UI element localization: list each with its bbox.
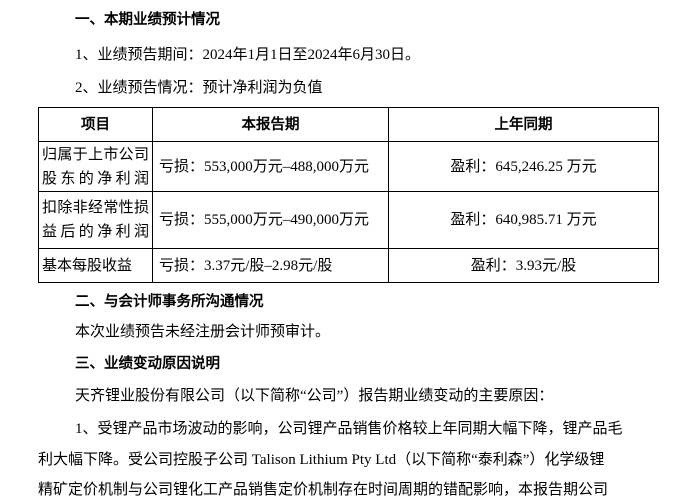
table-row: 基本每股收益 亏损：3.37元/股–2.98元/股 盈利：3.93元/股 <box>38 248 659 283</box>
section1-heading: 一、本期业绩预计情况 <box>75 12 220 28</box>
row-current: 亏损：3.37元/股–2.98元/股 <box>152 248 389 283</box>
forecast-table: 项目 本报告期 上年同期 归属于上市公司股东的净利润 亏损：553,000万元–… <box>38 107 659 283</box>
header-item: 项目 <box>38 107 153 142</box>
forecast-period: 1、业绩预告期间：2024年1月1日至2024年6月30日。 <box>75 47 421 63</box>
header-current: 本报告期 <box>152 107 389 142</box>
section3-line: 精矿定价机制与公司锂化工产品销售定价机制存在时间周期的错配影响，本报告期公司 <box>38 482 609 498</box>
row-item: 扣除非经常性损益后的净利润 <box>38 191 153 249</box>
row-item: 基本每股收益 <box>38 248 153 283</box>
section3-line: 1、受锂产品市场波动的影响，公司锂产品销售价格较上年同期大幅下降，锂产品毛 <box>75 421 623 437</box>
row-current: 亏损：555,000万元–490,000万元 <box>152 191 389 249</box>
section3-intro: 天齐锂业股份有限公司（以下简称“公司”）报告期业绩变动的主要原因： <box>75 388 554 404</box>
header-prior: 上年同期 <box>388 107 659 142</box>
row-prior: 盈利：645,246.25 万元 <box>388 141 659 192</box>
section2-heading: 二、与会计师事务所沟通情况 <box>75 294 264 310</box>
row-prior: 盈利：3.93元/股 <box>388 248 659 283</box>
section3-heading: 三、业绩变动原因说明 <box>75 356 220 372</box>
row-item: 归属于上市公司股东的净利润 <box>38 141 153 192</box>
table-header-row: 项目 本报告期 上年同期 <box>38 107 659 142</box>
section2-text: 本次业绩预告未经注册会计师预审计。 <box>75 324 331 340</box>
table-row: 归属于上市公司股东的净利润 亏损：553,000万元–488,000万元 盈利：… <box>38 141 659 192</box>
row-prior: 盈利：640,985.71 万元 <box>388 191 659 249</box>
forecast-type: 2、业绩预告情况：预计净利润为负值 <box>75 80 323 96</box>
table-row: 扣除非经常性损益后的净利润 亏损：555,000万元–490,000万元 盈利：… <box>38 191 659 249</box>
section3-line: 利大幅下降。受公司控股子公司 Talison Lithium Pty Ltd（以… <box>38 452 605 468</box>
row-current: 亏损：553,000万元–488,000万元 <box>152 141 389 192</box>
